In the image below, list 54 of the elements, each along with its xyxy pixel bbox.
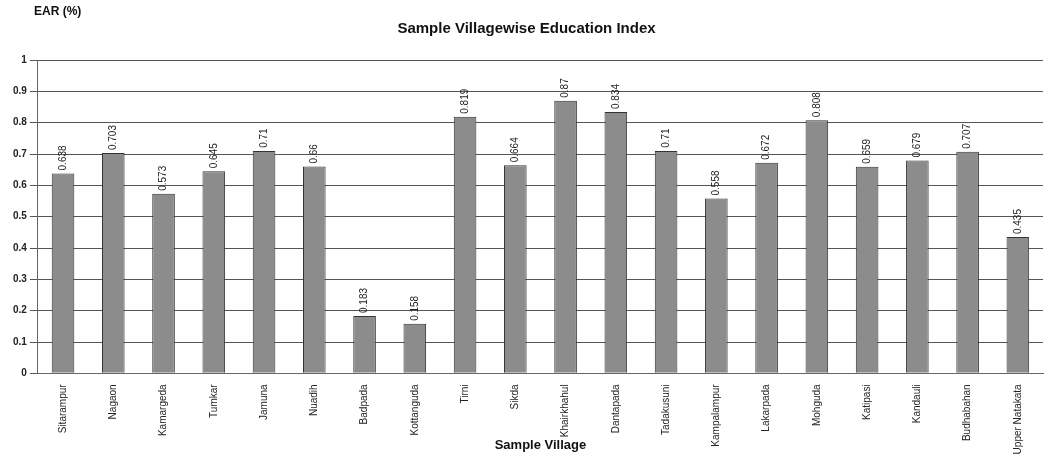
data-label: 0.183: [358, 287, 370, 314]
x-tick-label: Jamuna: [257, 383, 269, 420]
x-tick-label: Sikda: [509, 383, 521, 410]
data-label: 0.558: [710, 170, 722, 196]
data-label: 0.679: [911, 132, 923, 158]
data-label: 0.645: [207, 142, 219, 169]
x-tick-label: Nagaon: [107, 384, 119, 420]
x-tick-label: Tadakusuni: [659, 384, 671, 435]
data-label: 0.71: [659, 127, 671, 148]
x-axis-title: Sample Village: [494, 436, 587, 452]
x-tick-label: Kampalampur: [710, 383, 722, 447]
y-tick-label: 0.4: [13, 241, 28, 253]
x-tick-label: Kandauli: [911, 384, 923, 424]
x-tick-label: Badpada: [358, 383, 370, 425]
y-tick-label: 0.8: [13, 116, 28, 128]
y-tick-label: 0.1: [13, 335, 28, 347]
y-tick-label: 0: [21, 367, 28, 379]
data-label: 0.158: [408, 295, 420, 321]
data-label: 0.638: [56, 144, 68, 171]
data-label: 0.672: [760, 134, 772, 160]
data-label: 0.703: [107, 124, 119, 151]
x-tick-label: Tumkar: [207, 383, 219, 418]
x-tick-label: Kamargeda: [157, 383, 169, 437]
x-tick-label: Tirni: [458, 384, 470, 404]
x-tick-label: Khairkhahul: [559, 384, 571, 438]
data-label: 0.834: [609, 83, 621, 110]
x-tick-label: Upper Natakata: [1011, 383, 1023, 455]
data-label: 0.808: [810, 91, 822, 118]
data-label: 0.707: [961, 123, 973, 149]
data-label: 0.71: [257, 127, 269, 148]
data-label: 0.87: [559, 77, 571, 98]
data-label: 0.66: [308, 143, 320, 164]
y-tick-label: 0.3: [13, 273, 28, 285]
data-label: 0.664: [509, 136, 521, 163]
y-tick-label: 1: [21, 53, 28, 65]
y-tick-label: 0.2: [13, 304, 28, 316]
x-tick-label: Dantapada: [609, 383, 621, 434]
y-tick-label: 0.9: [13, 85, 28, 97]
chart-title: Sample Villagewise Education Index: [397, 19, 657, 37]
y-tick-label: 0.5: [13, 210, 28, 222]
y-axis-title: EAR (%): [34, 4, 82, 19]
x-tick-label: Kottanguda: [408, 383, 420, 436]
x-tick-label: Nuadih: [308, 384, 320, 417]
data-label: 0.659: [860, 138, 872, 164]
x-tick-label: Budhabahan: [961, 384, 973, 442]
x-tick-label: Sitarampur: [56, 383, 68, 434]
data-label: 0.435: [1011, 208, 1023, 235]
y-tick-label: 0.6: [13, 179, 28, 191]
y-tick-label: 0.7: [13, 147, 28, 159]
x-tick-label: Lakarpada: [760, 383, 772, 432]
x-tick-label: Katipasi: [860, 384, 872, 420]
data-label: 0.573: [157, 165, 169, 191]
data-label: 0.819: [458, 88, 470, 114]
x-tick-label: Mohguda: [810, 383, 822, 427]
